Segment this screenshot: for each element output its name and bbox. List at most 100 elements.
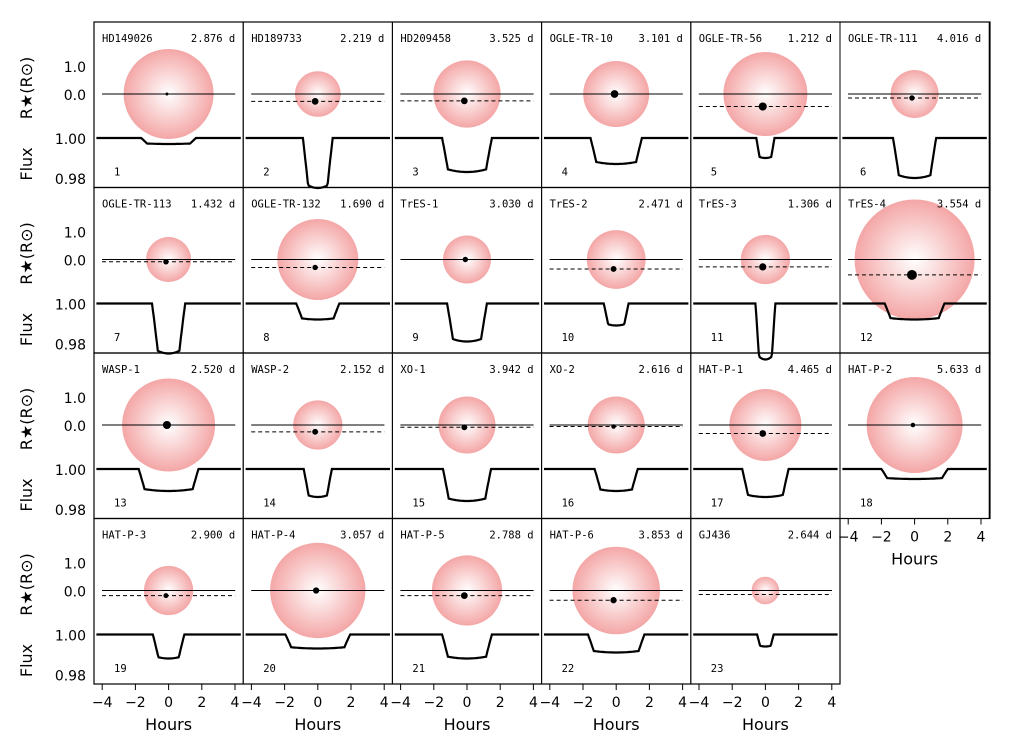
x-tick-label: 0	[761, 695, 770, 711]
radius-tick-label: 1.0	[64, 60, 86, 76]
light-curve	[842, 302, 987, 321]
transit-panel: HAT-P-1 4.465 d 17	[690, 352, 841, 519]
x-tick-label: 0	[164, 695, 173, 711]
panel-index-label: 23	[711, 663, 724, 675]
light-curve	[842, 467, 987, 481]
transit-panel: OGLE-TR-10 3.101 d 4	[541, 21, 692, 188]
planet-disc	[610, 90, 619, 98]
x-tick-label: 2	[496, 695, 505, 711]
x-axis: −4 −2 0 2 4 Hours	[92, 684, 240, 734]
panel-index-label: 4	[562, 167, 568, 179]
planet-disc	[460, 592, 468, 600]
transit-panel: OGLE-TR-113 1.432 d 7	[93, 187, 244, 355]
panel-index-label: 11	[711, 332, 724, 344]
x-tick-label: 0	[910, 530, 919, 546]
x-tick-label: −2	[125, 695, 146, 711]
panel-index-label: 15	[412, 498, 425, 510]
x-tick-label: 2	[347, 695, 356, 711]
transit-panel: HD209458 3.525 d 3	[391, 21, 543, 188]
flux-tick-label: 0.98	[55, 669, 86, 685]
x-tick-label: 0	[313, 695, 322, 711]
planet-disc	[610, 266, 617, 272]
transit-panel: TrES-3 1.306 d 11	[690, 187, 841, 361]
planet-name-label: OGLE-TR-10	[550, 33, 613, 45]
light-curve	[245, 467, 390, 499]
radius-tick-label: 1.0	[64, 226, 86, 242]
panel-index-label: 16	[562, 498, 575, 510]
period-label: 3.057 d	[340, 530, 384, 542]
x-axis-label: Hours	[742, 715, 789, 734]
flux-axis-label: Flux	[17, 644, 36, 677]
radius-axis-label: R★(R⊙)	[17, 388, 36, 450]
panel-index-label: 18	[860, 498, 873, 510]
transit-panel: TrES-4 3.554 d 12	[839, 187, 990, 354]
period-label: 2.520 d	[191, 364, 235, 376]
period-label: 3.525 d	[489, 33, 533, 45]
x-tick-label: −2	[573, 695, 594, 711]
x-tick-label: −4	[539, 695, 560, 711]
planet-disc	[311, 98, 319, 105]
x-tick-label: 2	[943, 530, 952, 546]
period-label: 1.690 d	[340, 199, 384, 211]
light-curve	[394, 136, 540, 174]
planet-disc	[312, 264, 318, 271]
transit-panel: GJ436 2.644 d 23	[690, 518, 841, 685]
light-curve	[842, 136, 987, 180]
x-tick-label: −4	[838, 530, 859, 546]
period-label: 2.471 d	[639, 199, 683, 211]
flux-tick-label: 1.00	[55, 629, 86, 645]
x-axis: −4 −2 0 2 4 Hours	[838, 518, 986, 569]
transit-panel: HAT-P-4 3.057 d 20	[242, 518, 393, 685]
panel-index-label: 19	[114, 663, 127, 675]
planet-name-label: HAT-P-3	[102, 530, 146, 542]
period-label: 2.788 d	[489, 530, 533, 542]
planet-disc	[759, 263, 767, 271]
planet-name-label: HAT-P-2	[848, 364, 892, 376]
light-curve	[245, 633, 390, 650]
light-curve	[544, 302, 689, 327]
light-curve	[544, 467, 689, 493]
flux-tick-label: 1.00	[55, 298, 86, 314]
period-label: 3.554 d	[937, 199, 981, 211]
planet-disc	[163, 259, 169, 265]
light-curve	[693, 136, 838, 160]
transit-panel: OGLE-TR-111 4.016 d 6	[839, 21, 990, 188]
x-tick-label: 4	[231, 695, 240, 711]
period-label: 4.016 d	[937, 33, 981, 45]
planet-disc	[611, 424, 616, 429]
planet-disc	[906, 269, 917, 280]
period-label: 3.101 d	[639, 33, 683, 45]
planet-name-label: XO-2	[550, 364, 575, 376]
x-axis: −4 −2 0 2 4 Hours	[689, 684, 836, 734]
light-curve	[394, 633, 540, 660]
planet-name-label: HD189733	[251, 33, 302, 45]
panel-index-label: 3	[412, 167, 418, 179]
planet-disc	[162, 420, 171, 430]
x-axis: −4 −2 0 2 4 Hours	[241, 684, 389, 734]
panel-index-label: 12	[860, 332, 873, 344]
planet-name-label: OGLE-TR-132	[251, 199, 321, 211]
planet-disc	[462, 256, 469, 263]
period-label: 2.644 d	[788, 530, 832, 542]
light-curve	[96, 136, 241, 146]
x-tick-label: −4	[241, 695, 262, 711]
radius-axis-label: R★(R⊙)	[17, 57, 36, 119]
x-tick-label: 4	[977, 530, 986, 546]
period-label: 3.853 d	[639, 530, 683, 542]
planet-name-label: OGLE-TR-113	[102, 199, 172, 211]
light-curve	[96, 467, 241, 493]
planet-name-label: HAT-P-4	[251, 530, 295, 542]
panel-index-label: 7	[114, 332, 120, 344]
panel-index-label: 8	[263, 332, 269, 344]
planet-disc	[910, 422, 916, 428]
planet-name-label: TrES-4	[848, 199, 886, 211]
x-tick-label: 0	[463, 695, 472, 711]
radius-tick-label: 0.0	[64, 419, 86, 435]
radius-axis-label: R★(R⊙)	[17, 553, 36, 615]
light-curve	[245, 302, 390, 321]
x-tick-label: −2	[722, 695, 743, 711]
transit-panel: TrES-1 3.030 d 9	[391, 187, 543, 354]
planet-name-label: XO-1	[400, 364, 425, 376]
planet-name-label: HAT-P-1	[699, 364, 743, 376]
